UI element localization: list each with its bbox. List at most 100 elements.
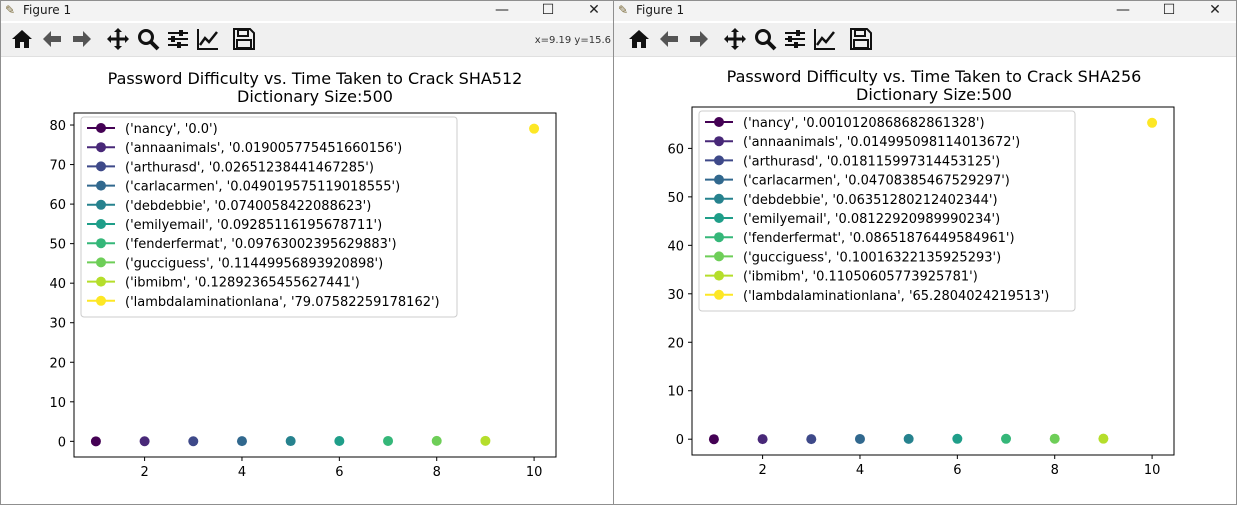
axes-frame [691,106,1175,456]
legend-label: ('emilyemail', '0.08122920989990234') [743,212,1000,227]
legend-label: ('emilyemail', '0.09285116195678711') [125,218,382,233]
y-tick-label: 60 [49,198,66,213]
data-point [431,435,442,446]
window-title: Figure 1 [636,3,685,17]
navigation-toolbar [614,23,1236,57]
legend-label: ('lambdalaminationlana', '65.28040242195… [743,289,1049,304]
y-tick-label: 10 [49,396,66,411]
data-point [285,436,296,447]
x-tick-label: 10 [1144,463,1161,478]
zoom-magnifier-icon[interactable] [135,26,161,52]
legend-marker [714,117,724,127]
axes-frame [73,112,557,458]
matplotlib-app-icon: ✎ [618,3,629,17]
legend-marker [714,232,724,243]
y-axis-ticks: 0 10 20 30 40 50 60 [667,142,692,448]
y-tick-label: 60 [667,142,684,157]
data-point [236,436,247,447]
legend-marker [714,174,724,185]
legend-label: ('annaanimals', '0.014995098114013672') [743,135,1020,150]
legend-label: ('gucciguess', '0.11449956893920898') [125,256,383,271]
y-tick-label: 30 [667,288,684,303]
y-tick-label: 80 [49,119,66,134]
legend-marker [714,213,724,223]
legend-marker [96,257,106,268]
back-arrow-icon[interactable] [656,26,682,52]
y-tick-label: 40 [667,239,684,254]
home-icon[interactable] [9,26,35,52]
data-point [903,433,914,444]
x-tick-label: 4 [856,463,864,478]
data-point [952,433,963,444]
data-point [757,434,768,445]
forward-arrow-icon[interactable] [686,26,712,52]
x-axis-ticks: 2 4 6 8 10 [758,455,1160,478]
x-tick-label: 2 [140,465,148,480]
legend-marker [96,238,106,249]
configure-subplots-icon[interactable] [782,26,808,52]
y-tick-label: 20 [667,336,684,351]
data-point [480,435,491,446]
legend-box [698,110,1076,312]
minimize-icon[interactable]: — [1116,2,1130,18]
y-tick-label: 50 [49,238,66,253]
close-icon[interactable]: ✕ [588,2,600,18]
legend-marker [96,199,106,210]
legend-label: ('ibmibm', '0.11050605773925781') [743,270,978,285]
legend-box [80,116,458,318]
y-axis-ticks: 0 10 20 30 40 50 60 70 80 [49,119,74,450]
legend-marker [714,270,724,281]
legend-marker [714,193,724,204]
data-point [1001,433,1012,444]
scatter-plot-sha512: Password Difficulty vs. Time Taken to Cr… [49,69,557,480]
configure-subplots-icon[interactable] [165,26,191,52]
forward-arrow-icon[interactable] [69,26,95,52]
chart-title-line2: Dictionary Size:500 [856,85,1012,104]
data-point [1147,117,1158,128]
y-tick-label: 30 [49,317,66,332]
legend-marker [96,276,106,287]
maximize-icon[interactable]: ☐ [541,2,555,18]
chart-title-line1: Password Difficulty vs. Time Taken to Cr… [727,67,1142,86]
title-bar[interactable]: ✎ Figure 1 — ☐ ✕ [614,1,1236,21]
legend-marker [96,295,106,306]
legend: ('nancy', '0.0') ('annaanimals', '0.01900… [80,116,458,318]
legend-label: ('debdebbie', '0.06351280212402344') [743,193,998,208]
legend-label: ('lambdalaminationlana', '79.07582259178… [125,295,440,310]
data-point [139,436,150,447]
title-bar[interactable]: ✎ Figure 1 — ☐ ✕ [1,1,613,21]
legend-marker [96,180,106,191]
legend-marker [96,161,106,172]
x-tick-label: 4 [238,465,246,480]
save-floppy-icon[interactable] [848,26,874,52]
legend-marker [96,219,106,229]
minimize-icon[interactable]: — [495,2,509,18]
data-point [90,436,101,447]
chart-title-line1: Password Difficulty vs. Time Taken to Cr… [108,69,523,88]
x-tick-label: 6 [953,463,961,478]
legend-label: ('fenderfermat', '0.08651876449584961') [743,231,1015,246]
pan-move-icon[interactable] [722,26,748,52]
legend-label: ('fenderfermat', '0.09763002395629883') [125,237,397,252]
x-tick-label: 8 [433,465,441,480]
back-arrow-icon[interactable] [39,26,65,52]
pan-move-icon[interactable] [105,26,131,52]
legend-label: ('carlacarmen', '0.049019575119018555') [125,180,400,195]
data-point [188,436,199,447]
legend-label: ('annaanimals', '0.019005775451660156') [125,141,402,156]
save-floppy-icon[interactable] [231,26,257,52]
legend-label: ('carlacarmen', '0.04708385467529297') [743,174,1010,189]
maximize-icon[interactable]: ☐ [1162,2,1176,18]
zoom-magnifier-icon[interactable] [752,26,778,52]
edit-axis-icon[interactable] [812,26,838,52]
legend-label: ('debdebbie', '0.0740058422088623') [125,199,371,214]
y-tick-label: 40 [49,277,66,292]
edit-axis-icon[interactable] [195,26,221,52]
close-icon[interactable]: ✕ [1209,2,1221,18]
home-icon[interactable] [626,26,652,52]
data-point [806,434,817,445]
window-title: Figure 1 [23,3,72,17]
legend-label: ('arthurasd', '0.018115997314453125') [743,154,1000,169]
cursor-coordinates: x=9.19 y=15.6 [534,35,611,46]
x-axis-ticks: 2 4 6 8 10 [140,457,542,480]
